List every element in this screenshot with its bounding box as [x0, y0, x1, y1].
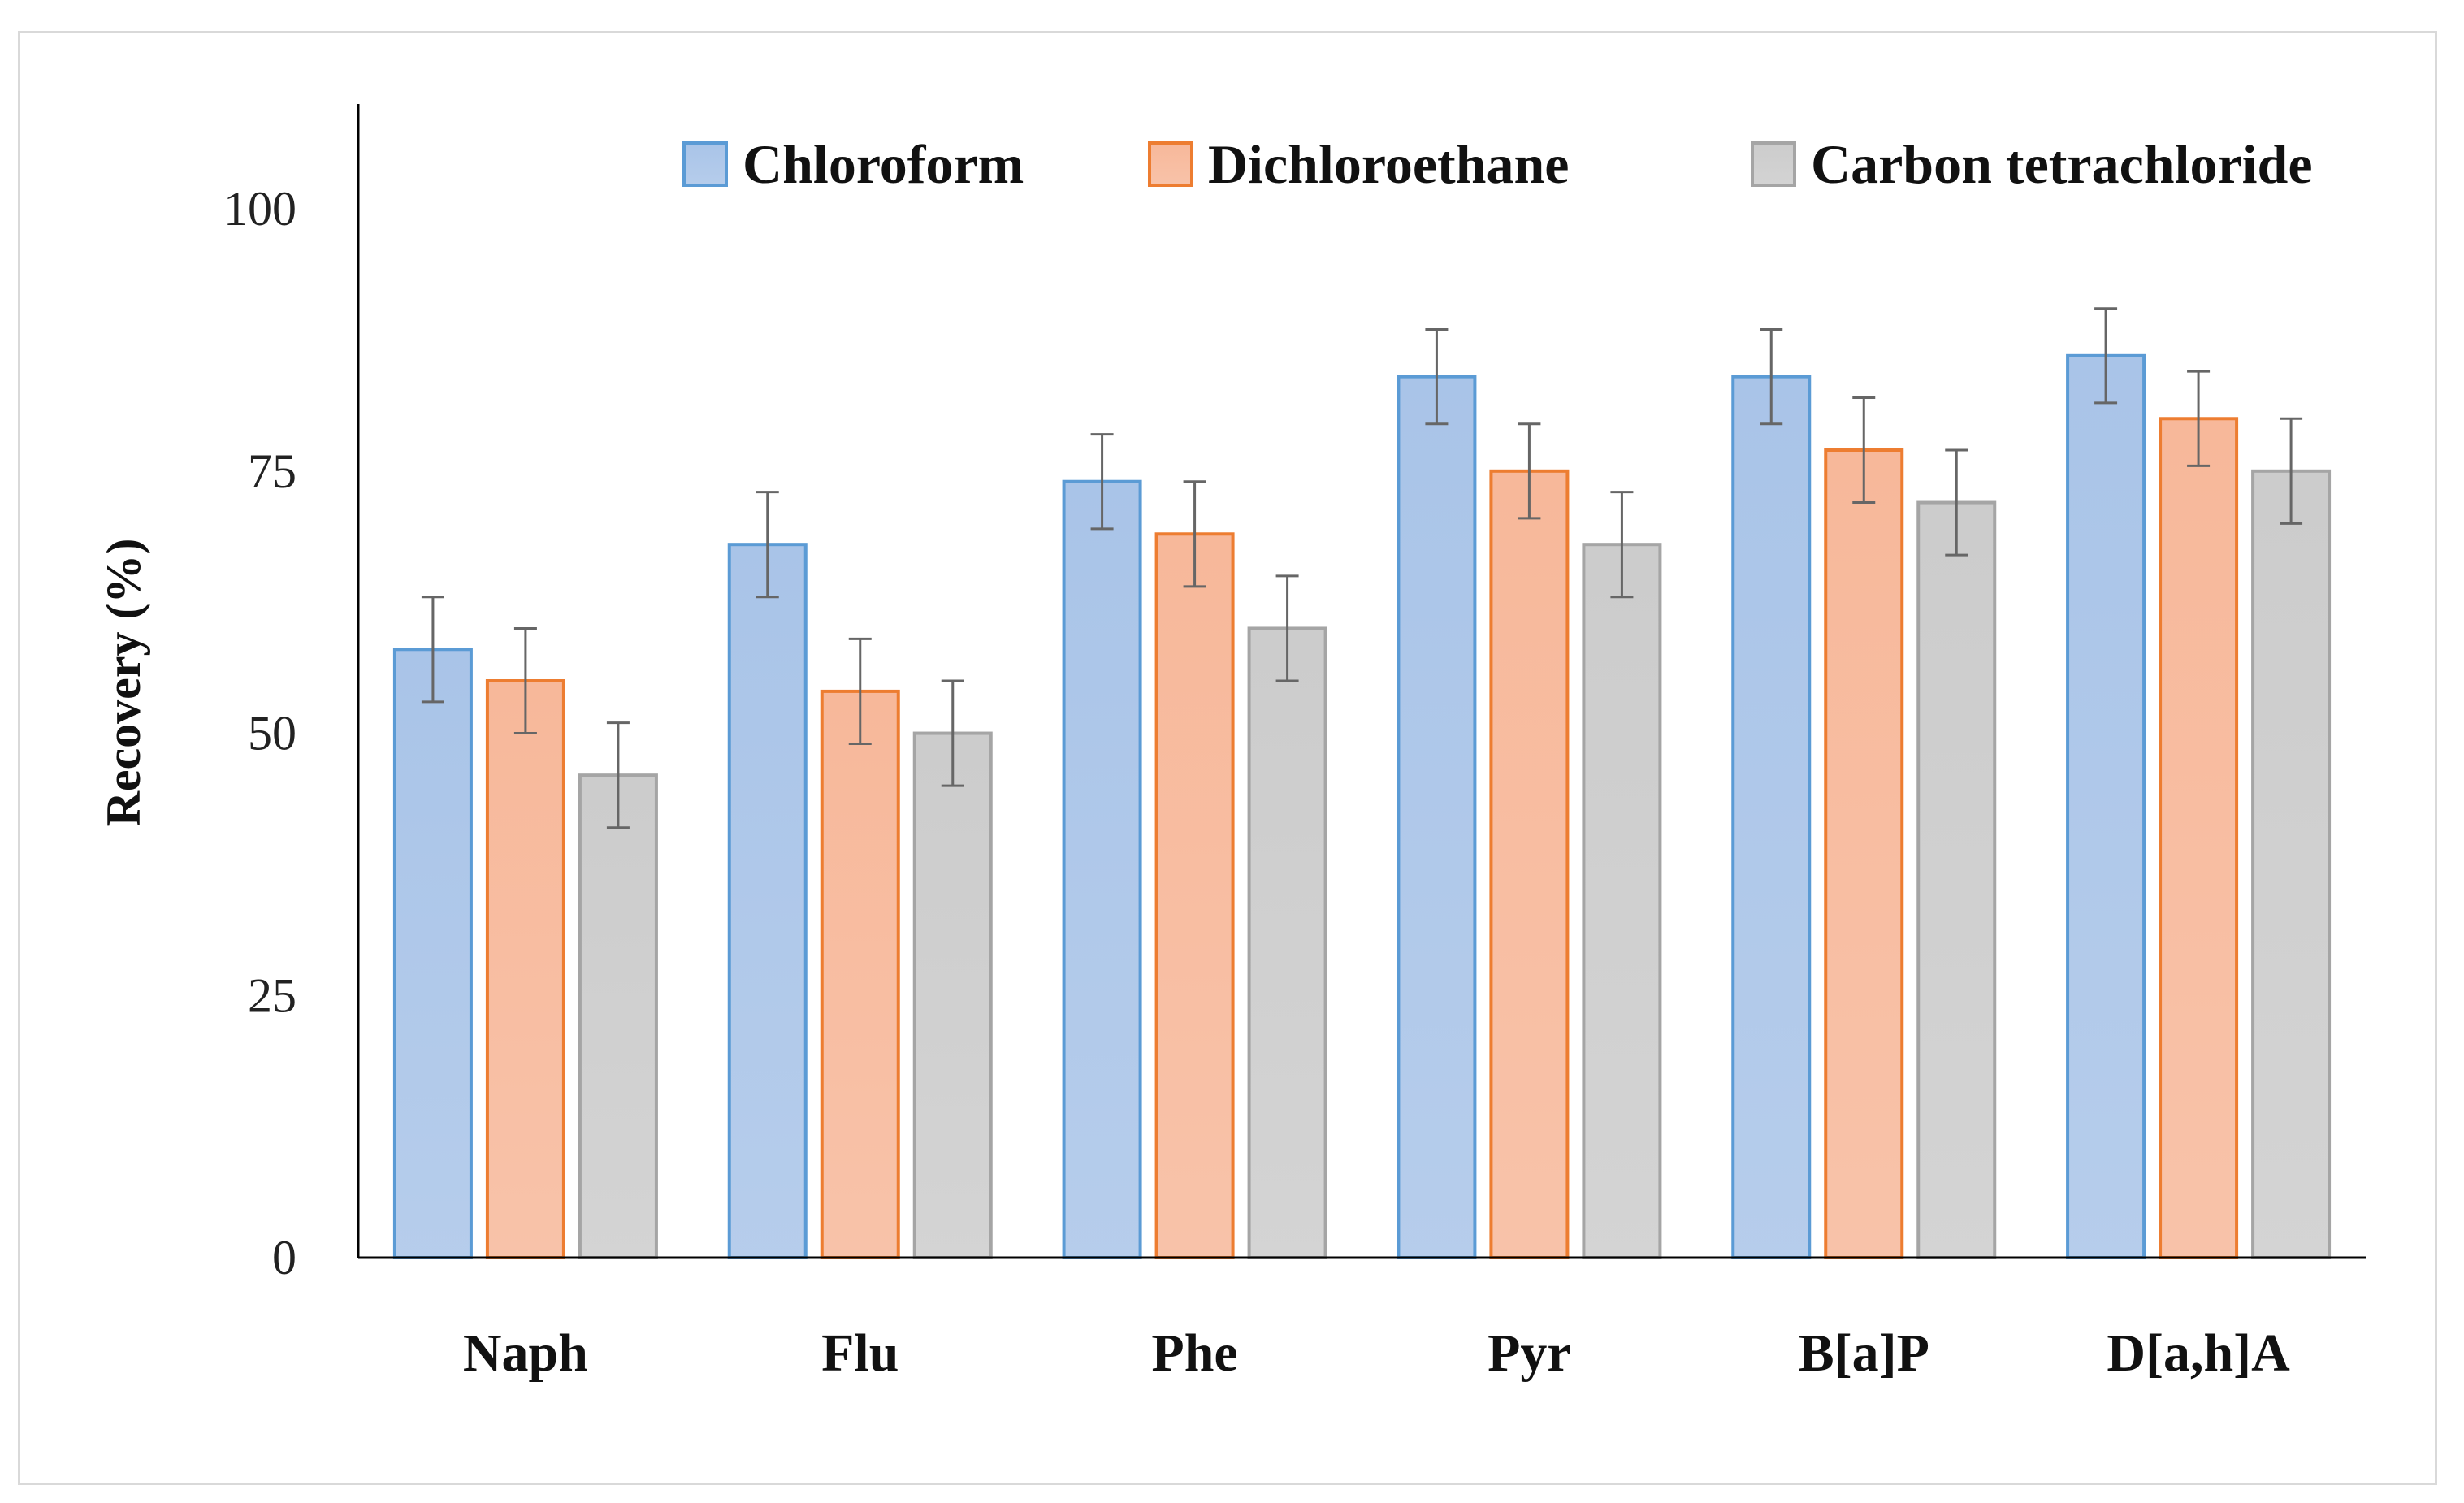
error-bar-dichloroethane-pyr [1518, 422, 1541, 520]
x-category-label-pyr: Pyr [1487, 1323, 1571, 1383]
bar-dichloroethane-b-a-p [1824, 448, 1904, 1259]
bar-chloroform-phe [1062, 479, 1142, 1259]
error-bar-dichloroethane-flu [848, 637, 872, 745]
error-bar-carbon-tetrachloride-flu [941, 679, 964, 787]
error-bar-carbon-tetrachloride-pyr [1610, 491, 1634, 599]
bar-carbon-tetrachloride-flu [912, 731, 993, 1259]
legend-item-carbon-tetrachloride: Carbon tetrachloride [1751, 133, 2313, 195]
error-bar-chloroform-b-a-p [1760, 328, 1783, 426]
error-bars [421, 307, 2303, 829]
bar-dichloroethane-naph [485, 679, 565, 1259]
error-bar-carbon-tetrachloride-b-a-p [1945, 448, 1968, 557]
y-tick-label: 75 [248, 444, 297, 498]
bar-carbon-tetrachloride-naph [578, 773, 658, 1259]
legend-item-dichloroethane: Dichloroethane [1148, 133, 1570, 195]
error-bar-chloroform-d-a-h-a [2094, 307, 2118, 405]
bar-carbon-tetrachloride-pyr [1582, 543, 1662, 1259]
x-category-label-d-a-h-a: D[a,h]A [2107, 1323, 2290, 1383]
legend-swatch [1751, 141, 1796, 187]
legend-swatch [1148, 141, 1193, 187]
bar-dichloroethane-phe [1154, 532, 1235, 1259]
error-bar-carbon-tetrachloride-d-a-h-a [2280, 417, 2303, 525]
error-bar-chloroform-pyr [1425, 328, 1449, 426]
legend-swatch [682, 141, 728, 187]
error-bar-chloroform-phe [1090, 433, 1114, 531]
bars [392, 353, 2332, 1259]
x-category-label-phe: Phe [1151, 1323, 1237, 1383]
error-bar-dichloroethane-d-a-h-a [2187, 370, 2211, 467]
y-axis-title: Recovery (%) [97, 539, 150, 827]
y-tick-label: 0 [272, 1231, 297, 1284]
error-bar-chloroform-flu [756, 491, 779, 599]
x-category-label-naph: Naph [463, 1323, 588, 1383]
y-tick-label: 25 [248, 968, 297, 1022]
bar-carbon-tetrachloride-b-a-p [1916, 500, 1997, 1259]
bar-carbon-tetrachloride-phe [1247, 626, 1327, 1259]
legend-label: Chloroform [743, 133, 1024, 195]
legend: Chloroform Dichloroethane Carbon tetrachlo… [682, 133, 2313, 195]
x-axis-labels: Naph Flu Phe Pyr B[a]P D[a,h]A [463, 1323, 2290, 1383]
x-category-label-flu: Flu [821, 1323, 899, 1383]
bar-dichloroethane-d-a-h-a [2159, 417, 2239, 1259]
bar-dichloroethane-flu [820, 689, 900, 1259]
legend-item-chloroform: Chloroform [682, 133, 1024, 195]
error-bar-dichloroethane-phe [1183, 480, 1206, 588]
bar-chloroform-naph [392, 648, 473, 1259]
bar-carbon-tetrachloride-d-a-h-a [2251, 469, 2332, 1259]
legend-label: Carbon tetrachloride [1811, 133, 2313, 195]
y-axis-ticks: 0 25 50 75 100 [223, 182, 297, 1284]
error-bar-chloroform-naph [421, 596, 444, 704]
bar-chloroform-b-a-p [1731, 375, 1812, 1259]
y-tick-label: 100 [223, 182, 297, 236]
bar-dichloroethane-pyr [1489, 469, 1570, 1259]
error-bar-carbon-tetrachloride-phe [1275, 574, 1299, 682]
error-bar-dichloroethane-naph [513, 626, 537, 735]
error-bar-dichloroethane-b-a-p [1852, 396, 1876, 505]
error-bar-carbon-tetrachloride-naph [606, 721, 630, 829]
y-tick-label: 50 [248, 707, 297, 760]
bar-chloroform-pyr [1397, 375, 1477, 1259]
x-category-label-b-a-p: B[a]P [1799, 1323, 1929, 1383]
legend-label: Dichloroethane [1208, 133, 1570, 195]
bar-chloroform-flu [727, 543, 808, 1259]
bar-chloroform-d-a-h-a [2066, 353, 2146, 1259]
